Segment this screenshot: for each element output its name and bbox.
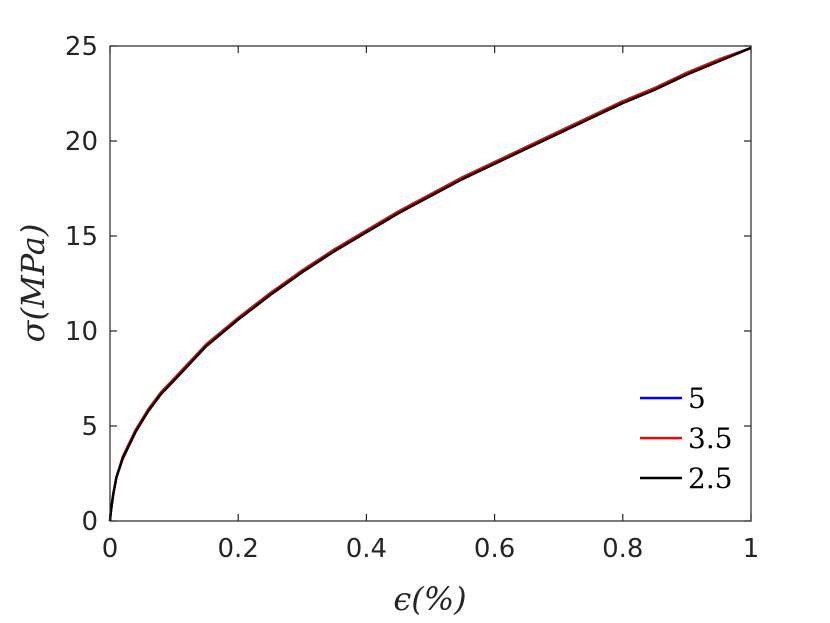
legend-label: 2.5 bbox=[688, 462, 733, 495]
y-axis-label: σ(MPa) bbox=[14, 224, 52, 343]
y-tick-label: 25 bbox=[65, 32, 98, 62]
x-axis-ticks: 0 0.2 0.4 0.6 0.8 1 bbox=[102, 46, 760, 564]
legend-label: 5 bbox=[688, 382, 706, 415]
series-line-3 bbox=[108, 46, 752, 522]
series-layer bbox=[108, 46, 752, 522]
x-tick-label: 1 bbox=[743, 534, 760, 564]
plot-background bbox=[110, 46, 751, 521]
y-axis-ticks: 0 5 10 15 20 25 bbox=[65, 32, 751, 537]
x-tick-label: 0.6 bbox=[474, 534, 515, 564]
x-axis-label: ϵ(%) bbox=[393, 580, 466, 618]
y-tick-label: 10 bbox=[65, 317, 98, 347]
y-tick-label: 5 bbox=[81, 412, 98, 442]
x-tick-label: 0 bbox=[102, 534, 119, 564]
legend: 5 3.5 2.5 bbox=[640, 382, 733, 495]
legend-label: 3.5 bbox=[688, 422, 733, 455]
x-tick-label: 0.8 bbox=[602, 534, 643, 564]
y-tick-label: 20 bbox=[65, 127, 98, 157]
plot-frame bbox=[109, 45, 752, 522]
x-tick-label: 0.2 bbox=[218, 534, 259, 564]
y-tick-label: 15 bbox=[65, 222, 98, 252]
x-tick-label: 0.4 bbox=[346, 534, 387, 564]
y-tick-label: 0 bbox=[81, 507, 98, 537]
